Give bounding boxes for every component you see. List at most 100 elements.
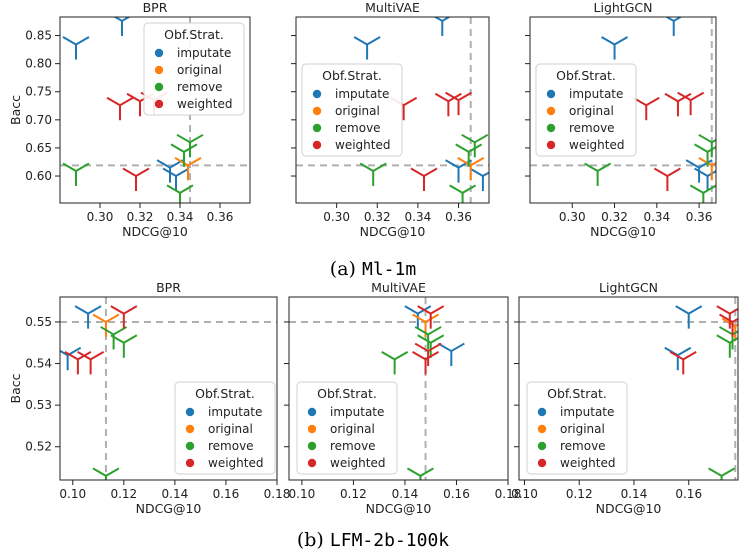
legend-marker-weighted: [546, 140, 556, 150]
legend: Obf.Strat. imputate original remove weighted: [143, 22, 245, 116]
legend-marker-weighted: [307, 458, 317, 468]
marker-remove: [449, 184, 477, 203]
panel-title: MultiVAE: [371, 280, 426, 295]
legend-entry-remove: remove: [569, 121, 615, 135]
legend: Obf.Strat. imputate original remove weighted: [535, 63, 637, 157]
marker-original: [174, 156, 202, 181]
x-tick-label: 0.30: [323, 210, 350, 224]
y-tick-label: 0.80: [25, 57, 52, 71]
legend-entry-original: original: [335, 104, 380, 118]
legend-entry-original: original: [569, 104, 614, 118]
x-tick-label: 0.10: [511, 487, 538, 501]
legend-marker-remove: [312, 123, 322, 133]
panel-2: LightGCN 0.30 0.32 0.34 0.36 NDCG@10 Obf.Strat…: [525, 0, 717, 239]
legend-entry-remove: remove: [177, 80, 223, 94]
x-tick-label: 0.36: [445, 210, 472, 224]
y-axis-label: Bacc: [8, 95, 23, 125]
marker-weighted: [414, 342, 442, 367]
marker-remove: [92, 467, 120, 480]
marker-weighted: [669, 351, 697, 375]
panel-4: MultiVAE 0.10 0.12 0.14 0.16 0.18 NDCG@10 Obf.S…: [284, 280, 521, 516]
x-tick-label: 0.30: [559, 210, 586, 224]
markers: [381, 305, 465, 480]
marker-weighted: [677, 91, 705, 116]
legend-marker-original: [154, 65, 164, 75]
marker-weighted: [122, 167, 150, 192]
markers: [664, 305, 738, 480]
legend-marker-weighted: [185, 458, 195, 468]
marker-remove: [381, 351, 409, 375]
x-tick-label: 0.14: [392, 487, 419, 501]
legend-entry-original: original: [330, 422, 375, 436]
legend-marker-original: [312, 106, 322, 116]
panel-0: BPR 0.30 0.32 0.34 0.36 0.60 0.65 0.70 0.75 0.80 0…: [8, 0, 251, 239]
legend-marker-imputate: [537, 407, 547, 417]
y-tick-label: 0.70: [25, 113, 52, 127]
legend-marker-original: [307, 424, 317, 434]
legend-box: [143, 22, 245, 116]
y-tick-label: 0.55: [25, 315, 52, 329]
legend-entry-weighted: weighted: [330, 456, 385, 470]
plot-frame: [518, 296, 739, 481]
legend-marker-imputate: [546, 89, 556, 99]
legend-title: Obf.Strat.: [164, 27, 224, 42]
markers: [584, 17, 716, 203]
caption-a: (a) Ml-1m: [330, 258, 416, 280]
legend-entry-imputate: imputate: [177, 46, 231, 60]
x-axis-label: NDCG@10: [136, 501, 202, 516]
legend-entry-weighted: weighted: [208, 456, 263, 470]
x-tick-label: 0.36: [686, 210, 713, 224]
y-tick-label: 0.85: [25, 29, 52, 43]
panel-title: LightGCN: [599, 280, 658, 295]
legend-marker-weighted: [154, 99, 164, 109]
x-axis-label: NDCG@10: [596, 501, 662, 516]
legend-entry-imputate: imputate: [208, 405, 262, 419]
x-tick-label: 0.14: [162, 487, 189, 501]
legend-box: [174, 381, 276, 475]
panel-3: BPR 0.10 0.12 0.14 0.16 0.18 0.52 0.53 0.54 0.55 N…: [8, 280, 290, 516]
legend-entry-imputate: imputate: [330, 405, 384, 419]
panels: BPR 0.30 0.32 0.34 0.36 0.60 0.65 0.70 0.75 0.80 0…: [8, 0, 739, 516]
marker-imputate: [62, 36, 90, 60]
x-axis-label: NDCG@10: [366, 501, 432, 516]
marker-imputate: [694, 167, 716, 192]
panel-title: LightGCN: [594, 0, 653, 15]
legend-entry-original: original: [208, 422, 253, 436]
marker-weighted: [106, 96, 134, 121]
legend-entry-remove: remove: [208, 439, 254, 453]
legend-marker-imputate: [312, 89, 322, 99]
marker-remove: [176, 133, 204, 158]
marker-imputate: [601, 36, 629, 60]
marker-remove: [461, 133, 489, 158]
marker-original: [698, 156, 716, 181]
legend-title: Obf.Strat.: [556, 68, 616, 83]
marker-remove: [689, 184, 716, 203]
marker-remove: [166, 184, 194, 203]
marker-remove: [110, 334, 138, 358]
x-tick-label: 0.12: [566, 487, 593, 501]
x-tick-label: 0.16: [675, 487, 702, 501]
marker-imputate: [469, 167, 489, 192]
x-tick-label: 0.34: [643, 210, 670, 224]
x-tick-label: 0.10: [59, 487, 86, 501]
x-axis-label: NDCG@10: [360, 224, 426, 239]
panel-title: BPR: [143, 0, 168, 15]
x-tick-label: 0.14: [621, 487, 648, 501]
marker-imputate: [162, 167, 190, 192]
marker-weighted: [653, 167, 681, 192]
legend-box: [296, 381, 398, 475]
legend-entry-remove: remove: [330, 439, 376, 453]
marker-weighted: [77, 351, 105, 375]
legend-entry-imputate: imputate: [335, 87, 389, 101]
marker-remove: [694, 143, 716, 167]
panel-title: MultiVAE: [365, 0, 420, 15]
marker-original: [412, 313, 440, 337]
marker-remove: [584, 162, 612, 186]
x-axis-label: NDCG@10: [590, 224, 656, 239]
legend-marker-weighted: [537, 458, 547, 468]
legend-entry-imputate: imputate: [569, 87, 623, 101]
x-tick-label: 0.10: [289, 487, 316, 501]
legend-title: Obf.Strat.: [547, 386, 607, 401]
marker-remove: [359, 162, 387, 186]
